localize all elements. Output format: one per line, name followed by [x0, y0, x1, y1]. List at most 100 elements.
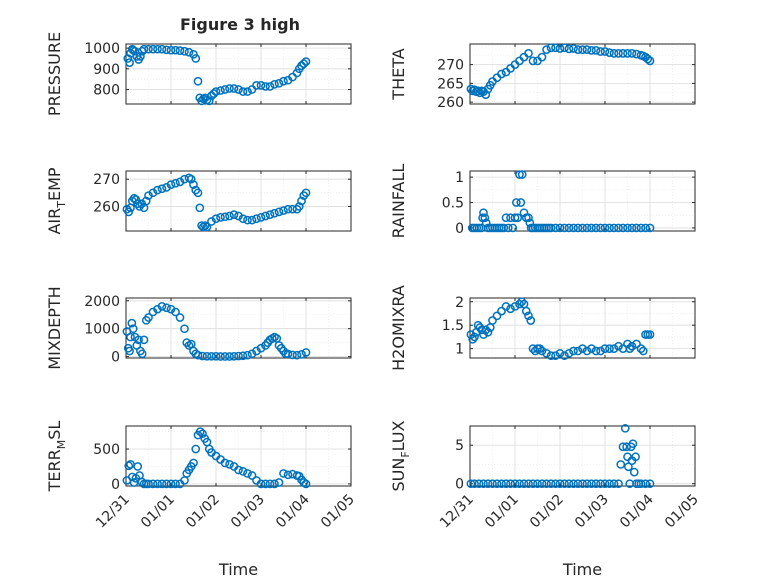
data-point	[144, 313, 153, 322]
data-point	[564, 479, 574, 489]
axes-box	[125, 170, 352, 232]
data-point	[546, 479, 556, 489]
data-point	[299, 59, 309, 69]
data-point	[134, 335, 143, 345]
data-point	[157, 479, 167, 489]
x-tick-label: 01/02	[183, 492, 223, 532]
data-point	[211, 351, 221, 361]
data-point	[614, 49, 623, 58]
subplot-mixdepth: 0 1000 2000 MIXDEPTH	[45, 286, 352, 370]
data-point	[623, 49, 632, 58]
data-point	[492, 479, 502, 489]
y-axis-label-subscript: T	[55, 201, 68, 209]
data-point	[198, 429, 207, 439]
data-point	[623, 223, 632, 233]
data-point	[131, 195, 141, 204]
data-point	[587, 223, 596, 233]
data-point	[609, 344, 619, 353]
data-point	[564, 348, 574, 358]
data-point	[632, 339, 641, 349]
data-point	[555, 223, 565, 233]
data-point	[542, 479, 551, 489]
subplot-h2omixra: 1 1.5 2 H2OMIXRA	[389, 285, 696, 371]
data-point	[204, 96, 214, 106]
y-axis-label: SUNFLUX	[389, 420, 412, 491]
data-point	[141, 196, 151, 206]
data-point	[125, 346, 134, 356]
data-point	[542, 45, 551, 54]
data-point	[139, 44, 149, 54]
data-point	[184, 47, 194, 57]
data-point	[560, 223, 569, 233]
data-point	[144, 479, 153, 489]
data-point	[628, 439, 638, 449]
data-point	[195, 203, 205, 213]
data-point	[139, 335, 149, 345]
data-point	[564, 223, 574, 233]
data-point	[600, 47, 610, 56]
data-point	[225, 211, 234, 221]
data-point	[587, 344, 596, 353]
y-axis-label: AIRTEMP	[45, 167, 68, 234]
y-axis-label-main: SUN	[389, 458, 408, 492]
data-point	[614, 479, 623, 489]
data-point	[272, 334, 282, 343]
data-point	[551, 351, 560, 361]
figure-title: Figure 3 high	[180, 15, 300, 34]
data-point	[503, 223, 513, 233]
data-point	[468, 334, 478, 344]
y-tick-label: 0	[455, 477, 464, 493]
y-tick-label: 0.5	[442, 196, 464, 212]
data-point	[297, 350, 306, 359]
data-point	[497, 306, 506, 316]
data-point	[524, 479, 533, 489]
data-point	[274, 478, 284, 487]
y-axis-label: THETA	[389, 48, 408, 100]
data-point	[238, 351, 248, 361]
data-point	[265, 479, 275, 489]
y-axis-label: RAINFALL	[389, 164, 408, 239]
data-point	[528, 479, 538, 489]
data-point	[620, 423, 630, 433]
data-point	[513, 213, 523, 223]
data-point	[216, 86, 225, 95]
data-point	[555, 348, 565, 358]
data-point	[279, 206, 288, 215]
data-point	[614, 341, 623, 351]
data-point	[197, 221, 206, 230]
data-point	[166, 180, 176, 189]
data-point	[153, 185, 162, 195]
subplot-sun-flux: 0 5 12/31 01/01 01/02 01/03 01/04 01/05 Time SUNF…	[389, 420, 702, 579]
axes-box	[125, 43, 352, 105]
data-point	[591, 346, 601, 356]
subplot-terr-msl: 0 500 12/31 01/01 01/02 01/03 01/04 01/05 Time TE…	[45, 421, 358, 579]
data-point	[136, 52, 145, 61]
data-point	[479, 208, 488, 218]
data-point	[234, 351, 243, 361]
data-point	[148, 44, 158, 54]
data-point	[636, 479, 646, 489]
data-point	[517, 170, 527, 179]
data-point	[573, 223, 583, 233]
data-point	[542, 348, 551, 358]
data-point	[261, 82, 270, 91]
y-axis-label-rest: SL	[45, 421, 64, 440]
y-tick-label: 0	[111, 350, 120, 366]
data-point	[157, 302, 167, 311]
data-point	[157, 184, 167, 194]
x-axis-label: Time	[218, 560, 258, 579]
y-axis-label-rest: EMP	[45, 167, 64, 201]
data-point	[508, 223, 518, 233]
data-point	[492, 311, 502, 321]
data-point	[198, 351, 207, 361]
data-point	[616, 460, 626, 469]
data-point	[618, 49, 628, 58]
data-point	[587, 46, 596, 55]
data-point	[480, 213, 490, 223]
data-point	[578, 223, 587, 233]
data-point	[202, 351, 212, 361]
y-tick-label: 1	[455, 170, 464, 186]
data-point	[479, 330, 488, 339]
data-point	[618, 223, 628, 233]
data-point	[519, 208, 529, 218]
